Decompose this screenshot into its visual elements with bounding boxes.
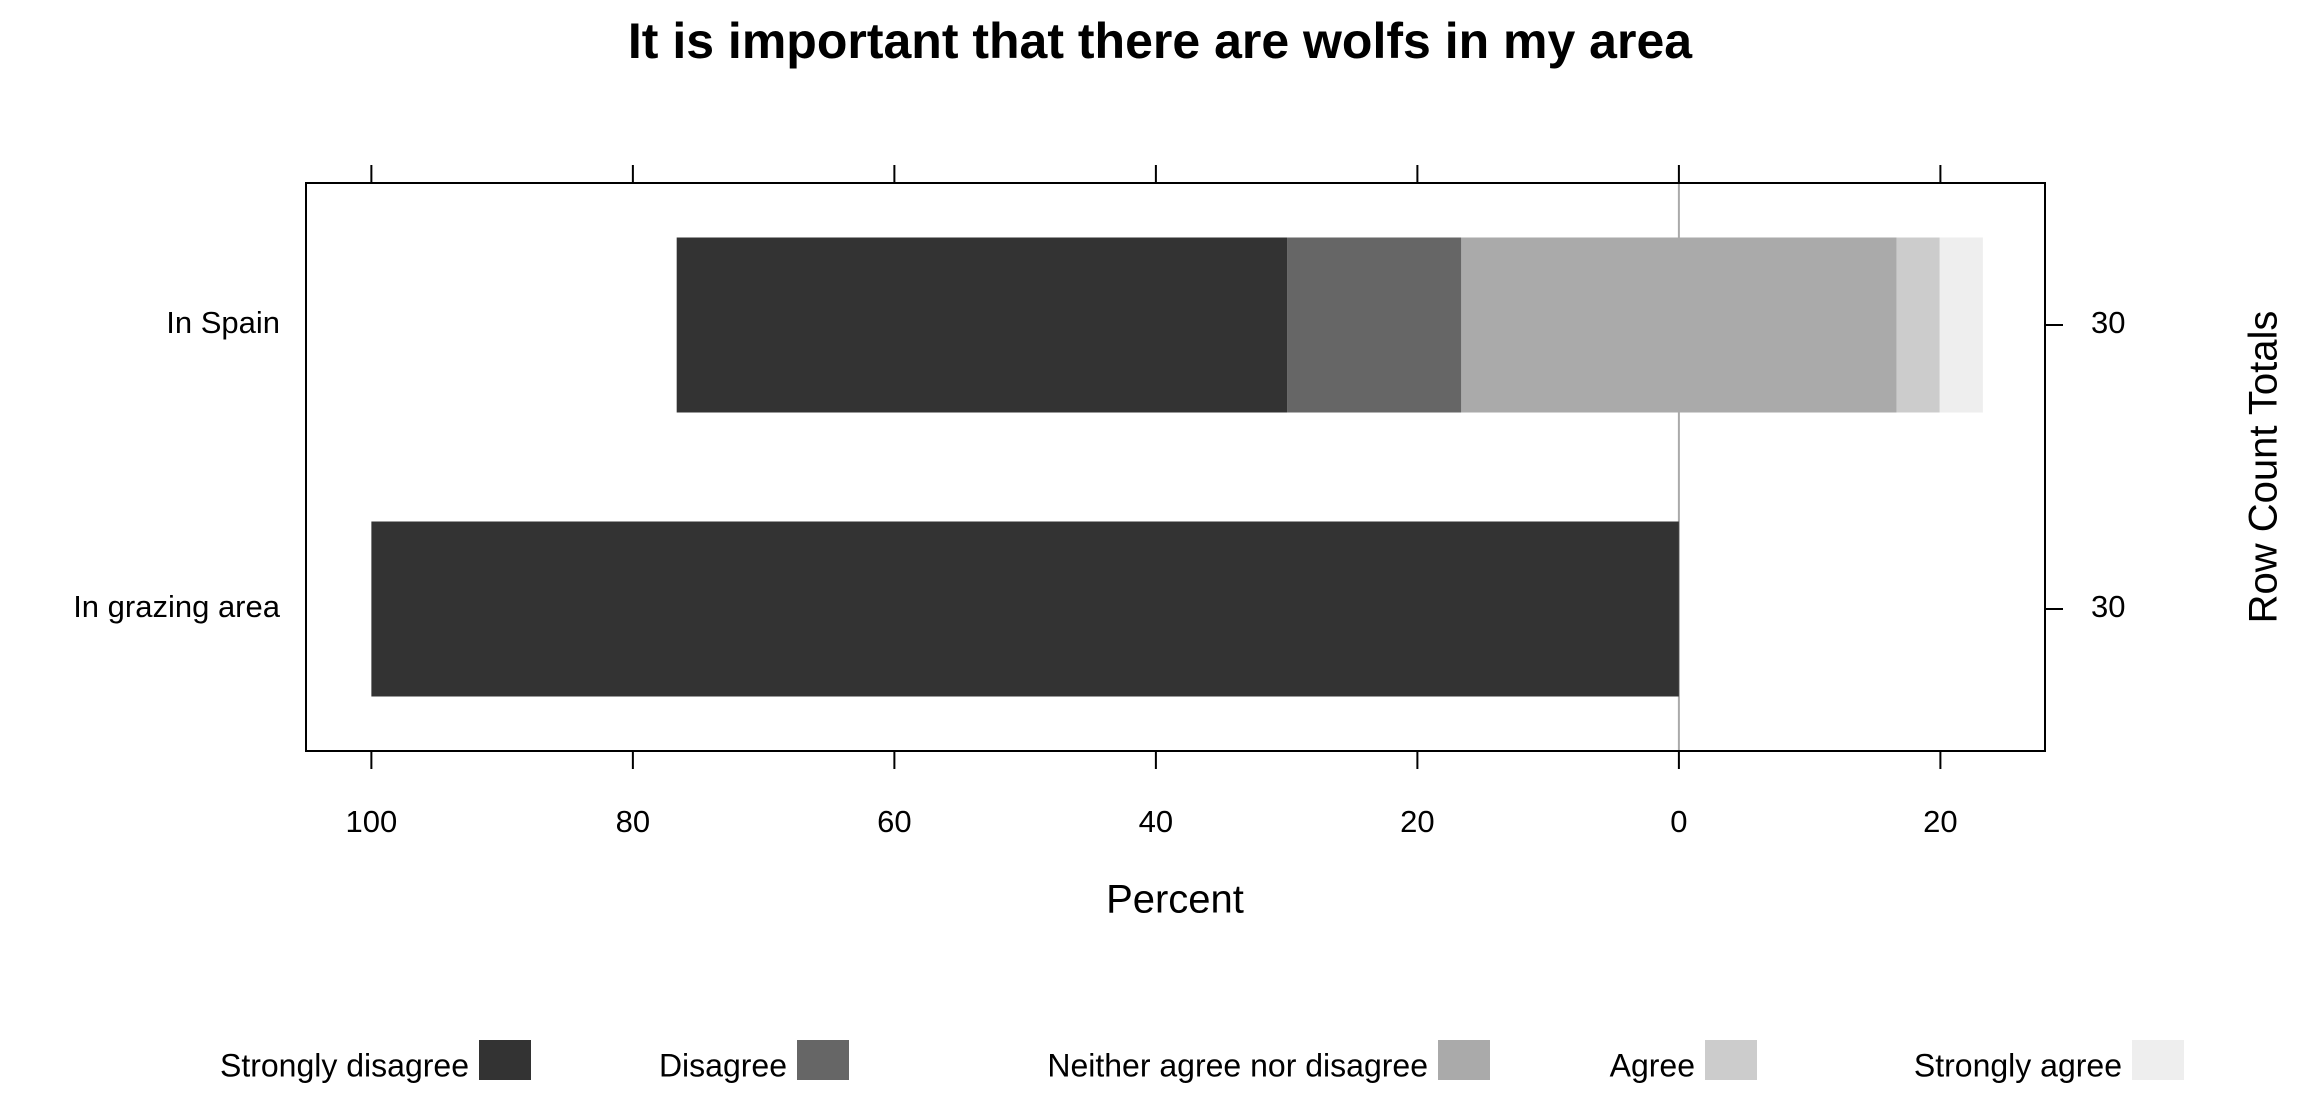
legend-swatch (1705, 1040, 1757, 1080)
x-tick-label: 20 (1923, 804, 1957, 839)
legend-label: Neither agree nor disagree (1047, 1047, 1428, 1083)
x-tick-label: 40 (1139, 804, 1173, 839)
legend-label: Strongly agree (1914, 1047, 2122, 1083)
bar-segment (1896, 237, 1940, 413)
legend-swatch (1438, 1040, 1490, 1080)
x-tick-label: 60 (877, 804, 911, 839)
x-tick-label: 0 (1670, 804, 1687, 839)
legend-label: Strongly disagree (220, 1047, 469, 1083)
right-axis-title: Row Count Totals (2242, 311, 2286, 624)
x-tick-label: 20 (1400, 804, 1434, 839)
legend-label: Agree (1610, 1047, 1695, 1083)
row-total-label: 30 (2091, 305, 2125, 340)
legend-swatch (2132, 1040, 2184, 1080)
legend-swatch (479, 1040, 531, 1080)
legend-swatch (797, 1040, 849, 1080)
category-label: In grazing area (73, 589, 281, 624)
bar-segment (371, 521, 1679, 697)
x-axis-title: Percent (1106, 878, 1244, 922)
legend-label: Disagree (659, 1047, 787, 1083)
category-label: In Spain (166, 305, 280, 340)
chart-title: It is important that there are wolfs in … (628, 13, 1693, 69)
bar-segment (1287, 237, 1462, 413)
plot-frame (305, 182, 2046, 752)
x-tick-label: 80 (616, 804, 650, 839)
bar-segment (1461, 237, 1897, 413)
x-tick-label: 100 (346, 804, 398, 839)
bar-segment (676, 237, 1288, 413)
bar-segment (1939, 237, 1983, 413)
row-total-label: 30 (2091, 589, 2125, 624)
